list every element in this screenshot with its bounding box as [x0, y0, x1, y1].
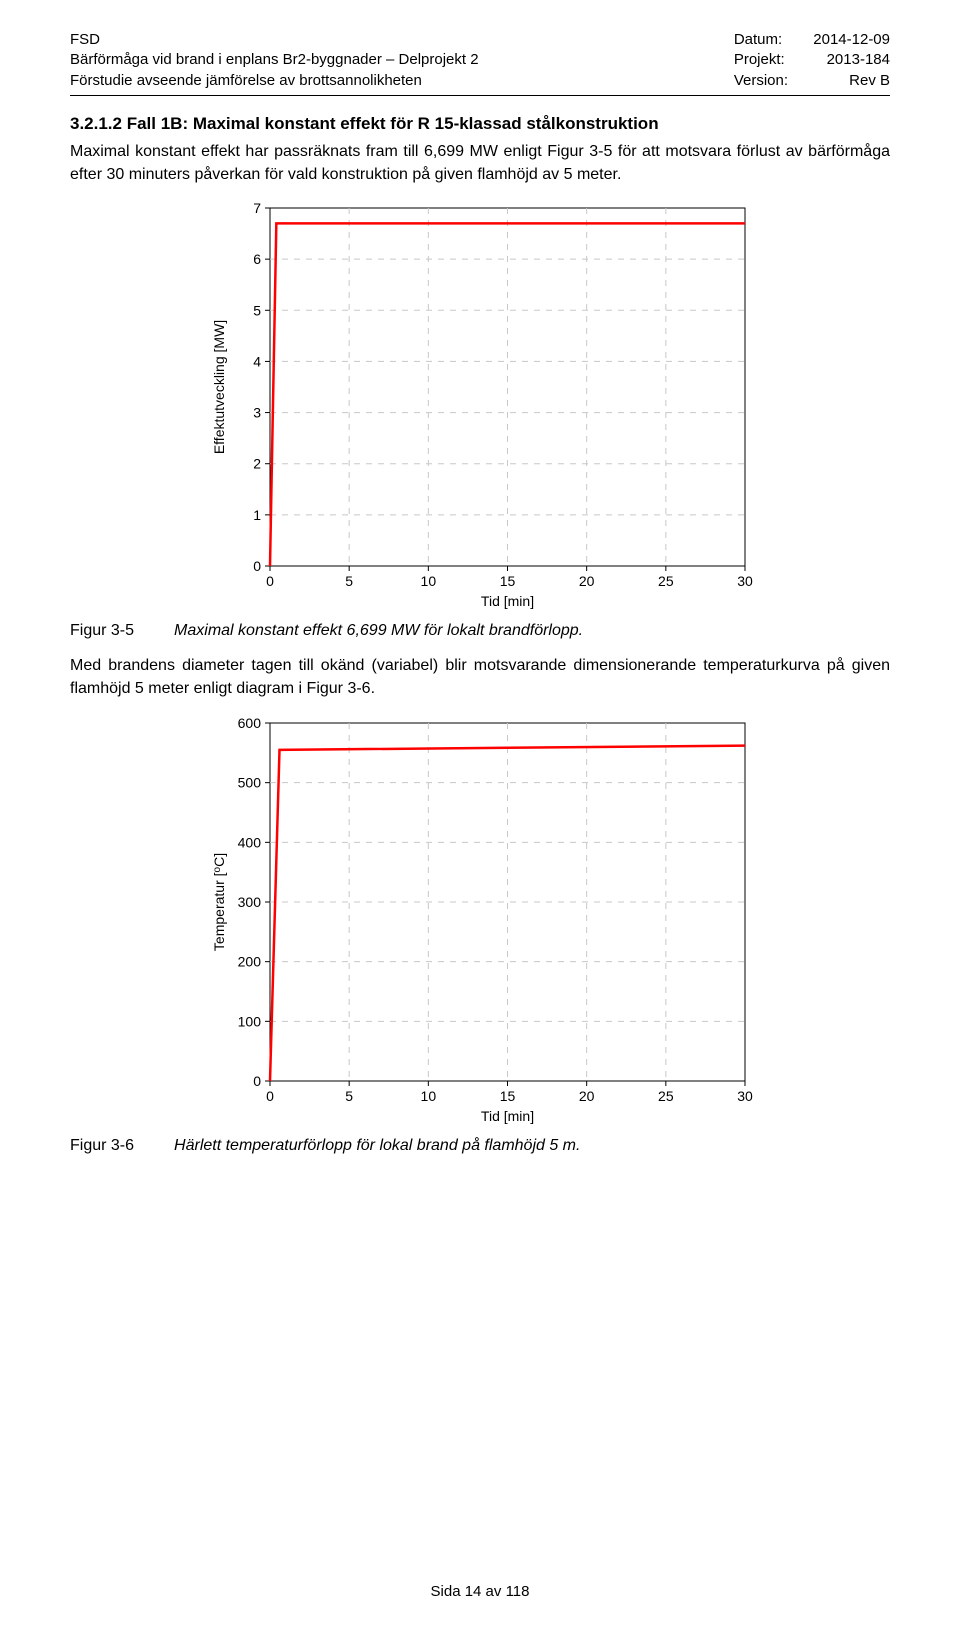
svg-text:5: 5	[345, 1088, 353, 1104]
svg-text:15: 15	[500, 1088, 516, 1104]
figure-3-5-label: Figur 3-5	[70, 622, 134, 640]
svg-text:30: 30	[737, 1088, 753, 1104]
svg-text:3: 3	[253, 405, 261, 421]
svg-text:6: 6	[253, 251, 261, 267]
header-project-value: 2013-184	[800, 50, 890, 70]
svg-text:Temperatur [oC]: Temperatur [oC]	[211, 852, 227, 950]
svg-text:0: 0	[266, 1088, 274, 1104]
page-footer: Sida 14 av 118	[0, 1583, 960, 1600]
svg-text:30: 30	[737, 573, 753, 589]
header-right-line2: Projekt: 2013-184	[734, 50, 890, 70]
header-divider	[70, 95, 890, 96]
svg-text:0: 0	[253, 1073, 261, 1089]
svg-text:1: 1	[253, 507, 261, 523]
svg-text:20: 20	[579, 573, 595, 589]
figure-3-6-label: Figur 3-6	[70, 1137, 134, 1155]
figure-3-5-chart: 0 5 10 15 20 25 30 0 1 2 3 4 5 6 7 Tid [min] Effektutvec…	[200, 196, 760, 616]
figure-3-5-caption: Figur 3-5 Maximal konstant effekt 6,699 …	[70, 622, 890, 640]
svg-text:5: 5	[253, 302, 261, 318]
svg-text:10: 10	[421, 573, 437, 589]
header-project-label: Projekt:	[734, 50, 796, 70]
header-date-value: 2014-12-09	[800, 30, 890, 50]
svg-text:300: 300	[238, 894, 262, 910]
svg-text:400: 400	[238, 834, 262, 850]
svg-text:25: 25	[658, 1088, 674, 1104]
header-right-line1: Datum: 2014-12-09	[734, 30, 890, 50]
svg-text:0: 0	[266, 573, 274, 589]
figure-3-5-text: Maximal konstant effekt 6,699 MW för lok…	[174, 622, 583, 640]
figure-3-6-caption: Figur 3-6 Härlett temperaturförlopp för …	[70, 1137, 890, 1155]
svg-text:15: 15	[500, 573, 516, 589]
figure-3-6-chart: 0510152025300100200300400500600Tid [min]…	[200, 711, 760, 1131]
svg-text:2: 2	[253, 456, 261, 472]
svg-text:500: 500	[238, 774, 262, 790]
svg-text:10: 10	[421, 1088, 437, 1104]
svg-text:200: 200	[238, 953, 262, 969]
paragraph-1: Maximal konstant effekt har passräknats …	[70, 140, 890, 186]
svg-text:Tid [min]: Tid [min]	[481, 1108, 534, 1124]
svg-text:5: 5	[345, 573, 353, 589]
page-root: FSD Bärförmåga vid brand i enplans Br2-b…	[0, 0, 960, 1630]
svg-text:25: 25	[658, 573, 674, 589]
paragraph-2: Med brandens diameter tagen till okänd (…	[70, 654, 890, 700]
header-date-label: Datum:	[734, 30, 796, 50]
svg-text:0: 0	[253, 558, 261, 574]
svg-text:4: 4	[253, 354, 261, 370]
page-header: FSD Bärförmåga vid brand i enplans Br2-b…	[70, 30, 890, 91]
header-left-line2: Bärförmåga vid brand i enplans Br2-byggn…	[70, 50, 479, 70]
figure-3-6-text: Härlett temperaturförlopp för lokal bran…	[174, 1137, 580, 1155]
section-heading: 3.2.1.2 Fall 1B: Maximal konstant effekt…	[70, 114, 890, 134]
svg-text:Tid [min]: Tid [min]	[481, 593, 534, 609]
header-right: Datum: 2014-12-09 Projekt: 2013-184 Vers…	[734, 30, 890, 91]
svg-text:Effektutveckling [MW]: Effektutveckling [MW]	[211, 320, 227, 454]
header-version-value: Rev B	[800, 71, 890, 91]
header-left: FSD Bärförmåga vid brand i enplans Br2-b…	[70, 30, 479, 91]
svg-text:600: 600	[238, 715, 262, 731]
header-right-line3: Version: Rev B	[734, 71, 890, 91]
header-left-line3: Förstudie avseende jämförelse av brottsa…	[70, 71, 479, 91]
svg-text:100: 100	[238, 1013, 262, 1029]
header-left-line1: FSD	[70, 30, 479, 50]
svg-text:7: 7	[253, 200, 261, 216]
header-version-label: Version:	[734, 71, 796, 91]
svg-text:20: 20	[579, 1088, 595, 1104]
